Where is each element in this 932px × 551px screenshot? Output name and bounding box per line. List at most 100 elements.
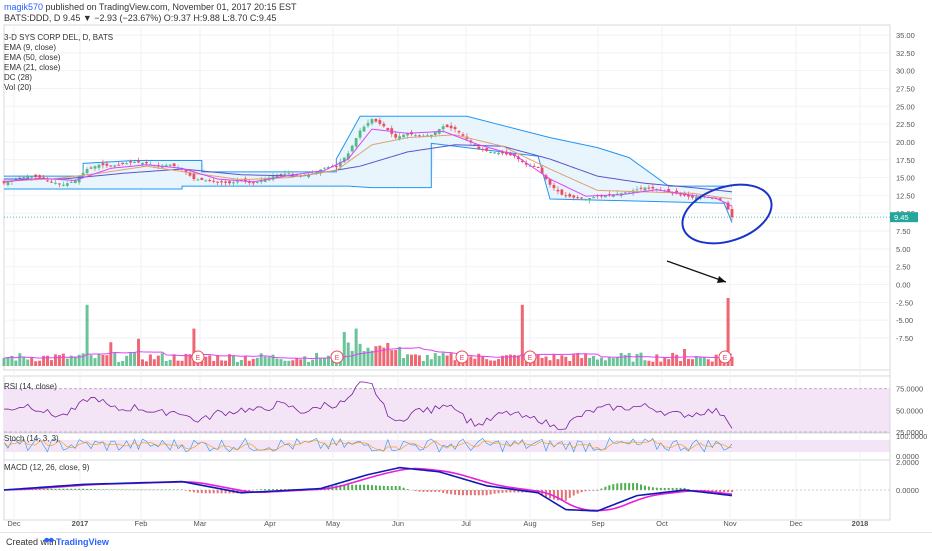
candle[interactable]: [90, 168, 93, 169]
candle[interactable]: [98, 165, 101, 168]
candle[interactable]: [572, 195, 575, 197]
candle[interactable]: [94, 166, 97, 168]
candle[interactable]: [624, 192, 627, 193]
legend-item[interactable]: EMA (9, close): [4, 43, 113, 53]
candle[interactable]: [371, 119, 374, 124]
candle[interactable]: [26, 176, 29, 178]
candle[interactable]: [252, 182, 255, 183]
legend-item[interactable]: EMA (50, close): [4, 53, 113, 63]
candle[interactable]: [477, 146, 480, 149]
candle[interactable]: [644, 188, 647, 191]
candle[interactable]: [378, 120, 381, 124]
candle[interactable]: [367, 123, 370, 126]
candle[interactable]: [323, 168, 326, 169]
candle[interactable]: [212, 181, 215, 182]
candle[interactable]: [636, 189, 639, 190]
candle[interactable]: [105, 164, 108, 166]
rsi-label[interactable]: RSI (14, close): [4, 382, 57, 391]
macd-label[interactable]: MACD (12, 26, close, 9): [4, 463, 89, 472]
stoch-label[interactable]: Stoch (14, 3, 3): [4, 434, 59, 443]
legend-item[interactable]: EMA (21, close): [4, 63, 113, 73]
candle[interactable]: [117, 165, 120, 166]
candle[interactable]: [375, 119, 378, 122]
candle[interactable]: [169, 165, 172, 166]
candle[interactable]: [679, 194, 682, 195]
candle[interactable]: [220, 181, 223, 182]
candle[interactable]: [489, 152, 492, 153]
candle[interactable]: [648, 188, 651, 189]
candle[interactable]: [50, 182, 53, 183]
candle[interactable]: [86, 169, 89, 173]
price-pane[interactable]: [3, 116, 734, 222]
candle[interactable]: [592, 197, 595, 198]
candle[interactable]: [70, 182, 73, 183]
candle[interactable]: [46, 180, 49, 181]
candle[interactable]: [58, 183, 61, 184]
annotation-arrow-head[interactable]: [717, 276, 726, 283]
candle[interactable]: [228, 181, 231, 183]
candle[interactable]: [137, 161, 140, 163]
candle[interactable]: [434, 132, 437, 135]
candle[interactable]: [533, 166, 536, 167]
candle[interactable]: [458, 131, 461, 132]
candle[interactable]: [576, 197, 579, 198]
candle[interactable]: [450, 126, 453, 128]
candle[interactable]: [418, 135, 421, 136]
candle[interactable]: [355, 138, 358, 146]
candle[interactable]: [651, 187, 654, 189]
author-link[interactable]: magik570: [4, 2, 43, 12]
candle[interactable]: [560, 190, 563, 195]
candle[interactable]: [485, 148, 488, 151]
candle[interactable]: [216, 182, 219, 183]
candle[interactable]: [129, 161, 132, 162]
candle[interactable]: [588, 198, 591, 200]
candle[interactable]: [38, 175, 41, 177]
candle[interactable]: [22, 177, 25, 178]
tradingview-brand[interactable]: TradingView: [56, 537, 109, 547]
candle[interactable]: [62, 185, 65, 186]
candle[interactable]: [133, 162, 136, 163]
candle[interactable]: [493, 152, 496, 153]
candle[interactable]: [568, 194, 571, 197]
candle[interactable]: [537, 167, 540, 168]
candle[interactable]: [359, 131, 362, 138]
candle[interactable]: [193, 174, 196, 179]
candle[interactable]: [141, 163, 144, 165]
candle[interactable]: [402, 135, 405, 138]
candle[interactable]: [442, 126, 445, 129]
candle[interactable]: [256, 182, 259, 183]
candle[interactable]: [446, 125, 449, 128]
candle[interactable]: [204, 180, 207, 181]
candle[interactable]: [481, 149, 484, 150]
candle[interactable]: [125, 163, 128, 164]
candle[interactable]: [557, 190, 560, 192]
candle[interactable]: [335, 166, 338, 167]
candle[interactable]: [113, 165, 116, 166]
candle[interactable]: [580, 197, 583, 198]
candle[interactable]: [280, 174, 283, 175]
candle[interactable]: [30, 177, 33, 178]
candle[interactable]: [145, 162, 148, 163]
candle[interactable]: [208, 180, 211, 181]
candle[interactable]: [121, 163, 124, 164]
candle[interactable]: [731, 209, 734, 217]
candle[interactable]: [394, 134, 397, 138]
candle[interactable]: [640, 188, 643, 189]
candle[interactable]: [287, 173, 290, 174]
legend-item[interactable]: DC (28): [4, 73, 113, 83]
candle[interactable]: [564, 195, 567, 196]
candle[interactable]: [553, 185, 556, 188]
candle[interactable]: [109, 165, 112, 166]
candle[interactable]: [34, 175, 37, 177]
candle[interactable]: [66, 183, 69, 186]
candle[interactable]: [454, 127, 457, 129]
candle[interactable]: [232, 182, 235, 183]
candle[interactable]: [54, 183, 57, 184]
annotation-arrow-shaft[interactable]: [667, 261, 726, 282]
candle[interactable]: [284, 174, 287, 175]
candle[interactable]: [236, 181, 239, 182]
candle[interactable]: [386, 128, 389, 130]
candle[interactable]: [200, 178, 203, 180]
